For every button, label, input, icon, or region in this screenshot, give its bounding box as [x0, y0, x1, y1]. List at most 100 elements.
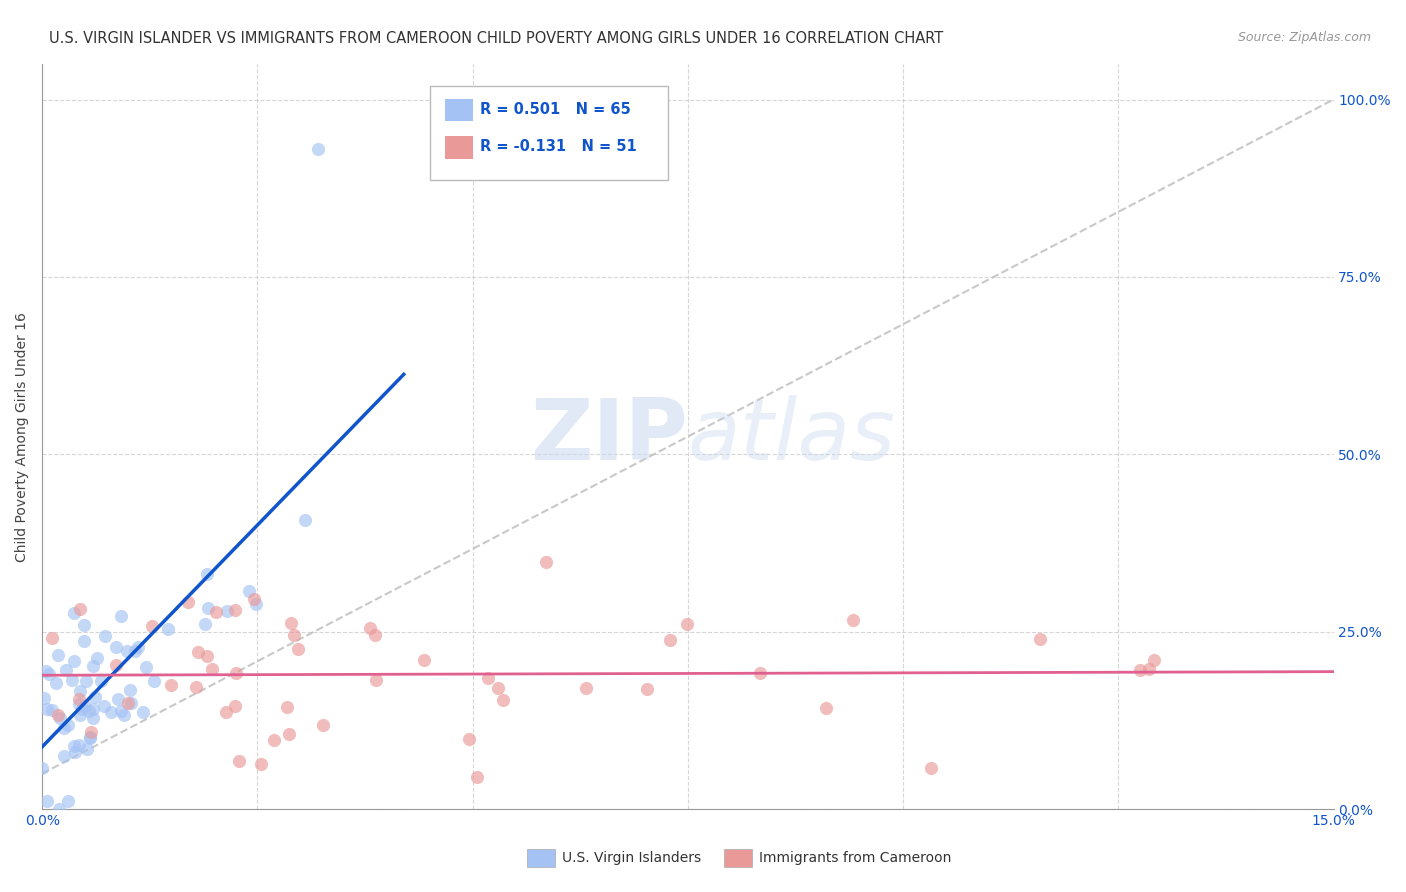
Text: atlas: atlas	[688, 395, 896, 478]
Point	[67, 739, 90, 753]
Point	[56, 794, 79, 808]
Point	[197, 601, 219, 615]
Point	[32, 690, 55, 705]
Point	[283, 628, 305, 642]
Point	[53, 722, 76, 736]
Point	[69, 684, 91, 698]
Point	[67, 692, 90, 706]
Point	[1143, 652, 1166, 666]
Point	[82, 702, 104, 716]
Point	[107, 692, 129, 706]
Point	[280, 615, 302, 630]
Point	[94, 629, 117, 643]
Point	[920, 761, 942, 775]
Point	[156, 622, 179, 636]
Point	[63, 739, 86, 753]
Point	[659, 632, 682, 647]
Text: R = -0.131   N = 51: R = -0.131 N = 51	[479, 139, 637, 154]
Y-axis label: Child Poverty Among Girls Under 16: Child Poverty Among Girls Under 16	[15, 311, 30, 561]
Point	[263, 733, 285, 747]
Point	[492, 692, 515, 706]
Point	[105, 658, 128, 673]
Point	[82, 658, 104, 673]
Point	[79, 731, 101, 745]
Point	[38, 667, 60, 681]
Point	[184, 681, 207, 695]
FancyBboxPatch shape	[430, 87, 668, 179]
Point	[1129, 663, 1152, 677]
Point	[413, 653, 436, 667]
Point	[110, 608, 132, 623]
Point	[90, 673, 112, 688]
Point	[69, 601, 91, 615]
Point	[80, 725, 103, 739]
Point	[75, 674, 97, 689]
Point	[458, 732, 481, 747]
Point	[56, 717, 79, 731]
Point	[73, 634, 96, 648]
Point	[46, 708, 69, 723]
Point	[224, 698, 246, 713]
Point	[224, 602, 246, 616]
Text: U.S. Virgin Islanders: U.S. Virgin Islanders	[562, 851, 702, 865]
Point	[1029, 632, 1052, 647]
Point	[1139, 662, 1161, 676]
Point	[112, 707, 135, 722]
Point	[37, 702, 59, 716]
Text: U.S. VIRGIN ISLANDER VS IMMIGRANTS FROM CAMEROON CHILD POVERTY AMONG GIRLS UNDER: U.S. VIRGIN ISLANDER VS IMMIGRANTS FROM …	[49, 31, 943, 46]
Point	[359, 621, 381, 635]
Point	[141, 619, 163, 633]
Point	[278, 727, 301, 741]
Point	[676, 617, 699, 632]
Point	[52, 748, 75, 763]
Point	[228, 754, 250, 768]
Point	[366, 673, 388, 687]
Point	[55, 663, 77, 677]
Point	[160, 678, 183, 692]
Point	[79, 730, 101, 744]
Point	[477, 671, 499, 685]
Point	[49, 711, 72, 725]
Point	[93, 699, 115, 714]
Point	[60, 673, 83, 687]
Point	[205, 605, 228, 619]
Point	[76, 742, 98, 756]
Point	[86, 651, 108, 665]
Point	[67, 698, 90, 712]
Point	[201, 663, 224, 677]
Text: R = 0.501   N = 65: R = 0.501 N = 65	[479, 102, 631, 117]
Point	[82, 711, 104, 725]
Point	[245, 597, 267, 611]
Text: Immigrants from Cameroon: Immigrants from Cameroon	[759, 851, 952, 865]
Point	[225, 665, 247, 680]
Point	[48, 802, 70, 816]
Point	[45, 675, 67, 690]
Point	[35, 794, 58, 808]
Point	[143, 674, 166, 689]
Point	[41, 703, 63, 717]
Point	[124, 644, 146, 658]
Point	[77, 704, 100, 718]
Point	[842, 614, 865, 628]
Bar	[446, 99, 474, 121]
Point	[276, 700, 298, 714]
Point	[486, 681, 509, 696]
Point	[132, 705, 155, 719]
Point	[73, 698, 96, 713]
Point	[636, 681, 658, 696]
Point	[534, 554, 557, 568]
Point	[35, 664, 58, 678]
Point	[65, 745, 87, 759]
Point	[195, 649, 218, 664]
Point	[215, 706, 238, 720]
Point	[62, 654, 84, 668]
Point	[110, 704, 132, 718]
Point	[100, 705, 122, 719]
Point	[118, 683, 141, 698]
Point	[46, 648, 69, 662]
Point	[465, 770, 488, 784]
Point	[364, 628, 387, 642]
Point	[127, 640, 149, 654]
Point	[215, 604, 238, 618]
Text: ZIP: ZIP	[530, 395, 688, 478]
